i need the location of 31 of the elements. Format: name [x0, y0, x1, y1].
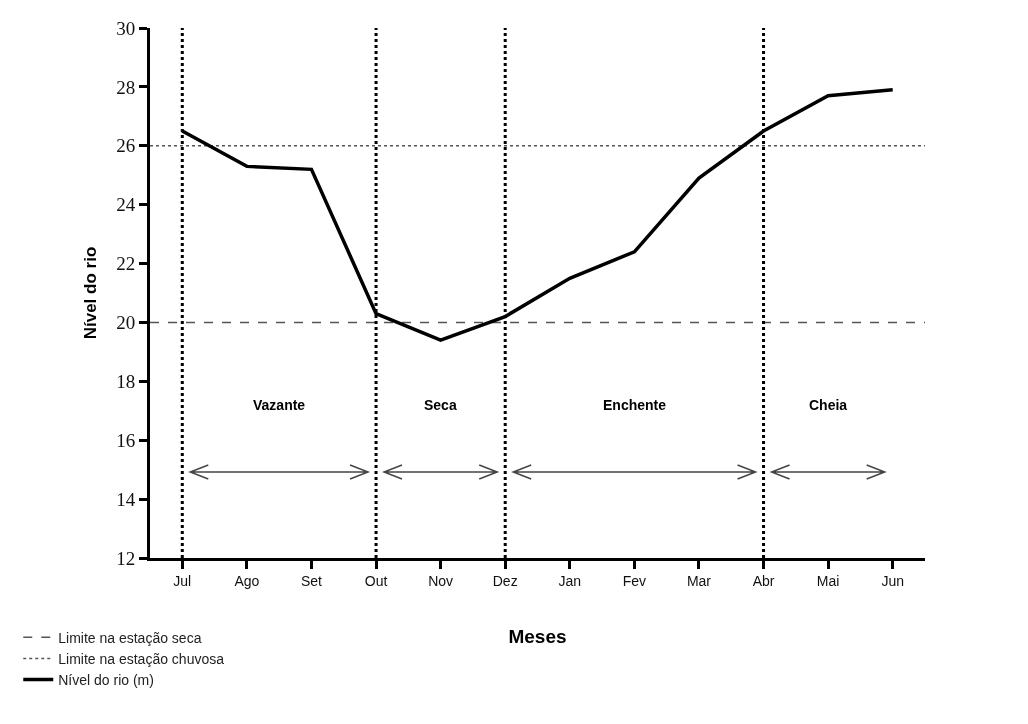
annotation: Enchente	[603, 397, 667, 413]
x-tick-label: Mar	[686, 572, 712, 589]
y-tick-label: 28	[116, 76, 136, 98]
x-tick-label: Ago	[234, 572, 260, 589]
annotation: Vazante	[253, 397, 306, 413]
annotation: Cheia	[809, 397, 848, 413]
y-tick-label: 14	[116, 488, 136, 510]
x-tick-label: Dez	[492, 572, 518, 589]
x-tick-label: Mai	[816, 572, 840, 589]
x-tick-label: Out	[364, 572, 388, 589]
y-tick-label: 30	[116, 17, 136, 39]
x-tick-label: Jul	[173, 572, 192, 589]
y-tick-label: 18	[116, 370, 136, 392]
x-tick-label: Set	[300, 572, 323, 589]
annotation: Seca	[424, 397, 457, 413]
legend-label: Limite na estação seca	[58, 629, 202, 646]
x-tick-label: Jan	[558, 572, 582, 589]
x-tick-label: Nov	[428, 572, 454, 589]
y-tick-label: 20	[116, 312, 136, 334]
y-tick-label: 26	[116, 135, 136, 157]
x-tick-label: Abr	[752, 572, 775, 589]
y-tick-label: 16	[116, 429, 136, 451]
x-axis-title: Meses	[508, 625, 567, 647]
legend-label: Nível do rio (m)	[58, 672, 154, 689]
y-tick-label: 12	[116, 547, 136, 569]
y-tick-label: 24	[116, 194, 136, 216]
legend-label: Limite na estação chuvosa	[58, 650, 225, 667]
y-axis-title: Nível do rio	[80, 246, 100, 340]
x-tick-label: Jun	[881, 572, 904, 589]
x-tick-label: Fev	[622, 572, 647, 589]
y-tick-label: 22	[116, 253, 136, 275]
